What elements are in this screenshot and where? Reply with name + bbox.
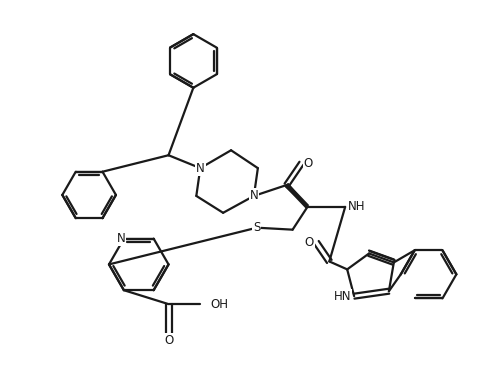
Polygon shape — [285, 184, 307, 207]
Text: O: O — [304, 157, 313, 170]
Text: OH: OH — [210, 298, 228, 311]
Text: HN: HN — [334, 290, 351, 303]
Text: N: N — [117, 232, 125, 245]
Text: NH: NH — [348, 201, 366, 214]
Text: O: O — [164, 334, 173, 347]
Text: N: N — [250, 189, 258, 202]
Text: O: O — [305, 236, 314, 249]
Text: N: N — [196, 162, 205, 174]
Text: S: S — [253, 221, 261, 234]
